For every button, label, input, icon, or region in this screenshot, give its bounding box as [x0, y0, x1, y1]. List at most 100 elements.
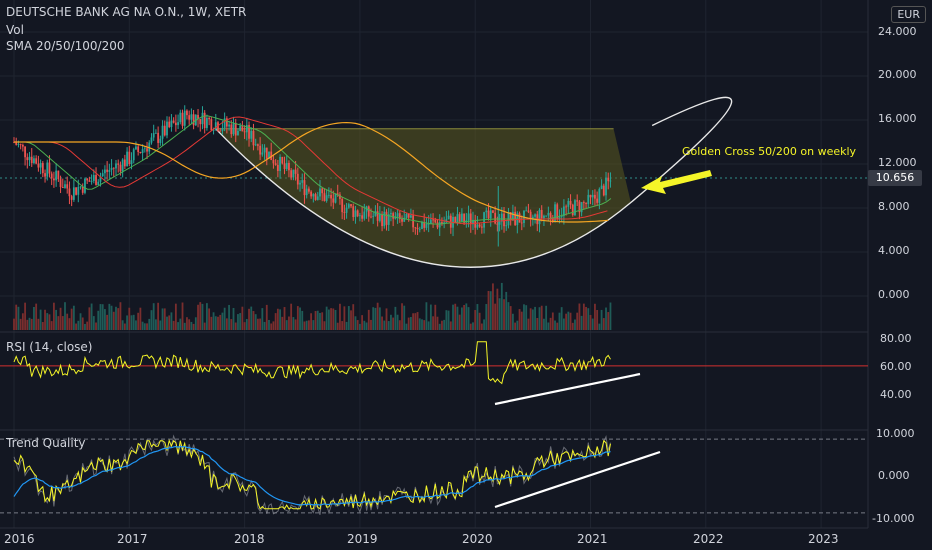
- volume-bar: [194, 317, 197, 330]
- candle-body: [230, 124, 233, 135]
- candle-body: [272, 160, 275, 164]
- candle-body: [412, 215, 415, 228]
- candle-body: [529, 211, 532, 219]
- volume-bar: [421, 319, 423, 330]
- volume-bar: [26, 319, 29, 330]
- volume-bar: [72, 305, 75, 330]
- volume-bar: [172, 320, 175, 330]
- candle-body: [301, 180, 304, 183]
- volume-bar: [378, 307, 381, 330]
- volume-bar: [354, 316, 357, 330]
- volume-bar: [157, 302, 160, 330]
- candle-body: [554, 204, 556, 222]
- volume-bar: [578, 303, 581, 330]
- volume-bar: [574, 319, 576, 330]
- volume-bar: [316, 310, 319, 330]
- time-tick: 2019: [347, 532, 378, 546]
- volume-bar: [33, 306, 35, 330]
- volume-bar: [174, 303, 177, 330]
- volume-bar: [283, 307, 286, 330]
- volume-bar: [549, 317, 552, 330]
- volume-bar: [356, 320, 359, 330]
- candle-body: [170, 120, 173, 128]
- volume-bar: [518, 309, 521, 330]
- candle-body: [250, 130, 253, 139]
- volume-bar: [68, 318, 71, 330]
- candle-body: [405, 214, 408, 218]
- volume-bar: [28, 317, 31, 330]
- trend-quality-panel: [0, 434, 868, 515]
- chart-title: DEUTSCHE BANK AG NA O.N., 1W, XETR: [6, 5, 247, 19]
- candle-body: [467, 213, 470, 221]
- sma-label[interactable]: SMA 20/50/100/200: [6, 39, 125, 53]
- volume-bar: [514, 322, 517, 330]
- volume-bar: [166, 316, 168, 330]
- volume-bar: [77, 320, 80, 330]
- volume-bar: [305, 320, 308, 330]
- arrow-icon: [641, 170, 712, 194]
- candle-body: [39, 163, 42, 168]
- volume-bar: [190, 321, 193, 330]
- volume-bar: [61, 316, 64, 330]
- volume-bar: [527, 318, 530, 330]
- volume-bar: [188, 319, 191, 330]
- volume-bar: [44, 309, 46, 330]
- volume-bar: [596, 309, 599, 330]
- tq-label[interactable]: Trend Quality: [6, 436, 86, 450]
- volume-bar: [276, 308, 279, 330]
- candle-body: [268, 151, 270, 159]
- candle-body: [159, 138, 162, 143]
- candle-body: [359, 215, 361, 217]
- candle-body: [41, 163, 44, 174]
- volume-bar: [170, 312, 173, 330]
- volume-bar: [126, 315, 128, 330]
- volume-bar: [598, 323, 601, 330]
- candle-body: [489, 210, 492, 219]
- volume-bar: [525, 305, 528, 330]
- volume-bar: [565, 313, 568, 330]
- candle-body: [305, 188, 308, 196]
- candle-body: [308, 188, 310, 192]
- candle-body: [551, 217, 554, 222]
- volume-bar: [86, 321, 89, 330]
- volume-bar: [186, 317, 188, 330]
- candle-body: [248, 124, 250, 139]
- volume-bar: [423, 320, 426, 330]
- volume-bar: [336, 322, 339, 330]
- volume-bar: [585, 306, 587, 330]
- volume-bar: [13, 318, 15, 330]
- volume-bar: [580, 315, 583, 330]
- candle-body: [30, 156, 33, 164]
- candle-body: [274, 163, 277, 165]
- candle-body: [514, 211, 517, 226]
- candle-body: [135, 146, 137, 150]
- volume-bar: [571, 322, 574, 330]
- volume-bar: [416, 312, 419, 330]
- candle-body: [434, 219, 437, 223]
- candle-body: [383, 211, 386, 227]
- candle-body: [363, 211, 366, 219]
- candle-body: [64, 184, 66, 188]
- candle-body: [123, 159, 126, 167]
- candle-body: [139, 151, 142, 154]
- currency-badge[interactable]: EUR: [891, 6, 926, 23]
- volume-bar: [474, 310, 477, 330]
- candle-body: [81, 186, 84, 193]
- candle-body: [252, 130, 255, 146]
- volume-bar: [24, 302, 26, 330]
- candle-body: [418, 228, 421, 230]
- vol-label[interactable]: Vol: [6, 23, 24, 37]
- candle-body: [265, 147, 268, 159]
- volume-bar: [449, 321, 452, 330]
- rsi-label[interactable]: RSI (14, close): [6, 340, 93, 354]
- time-tick: 2020: [462, 532, 493, 546]
- volume-bar: [15, 304, 18, 330]
- candle-body: [321, 188, 324, 194]
- candle-body: [217, 122, 219, 131]
- volume-bar: [463, 304, 466, 330]
- candle-body: [155, 132, 157, 134]
- tq-tick: 0.000: [878, 469, 910, 482]
- volume-bar: [409, 317, 412, 330]
- volume-bar: [385, 308, 388, 330]
